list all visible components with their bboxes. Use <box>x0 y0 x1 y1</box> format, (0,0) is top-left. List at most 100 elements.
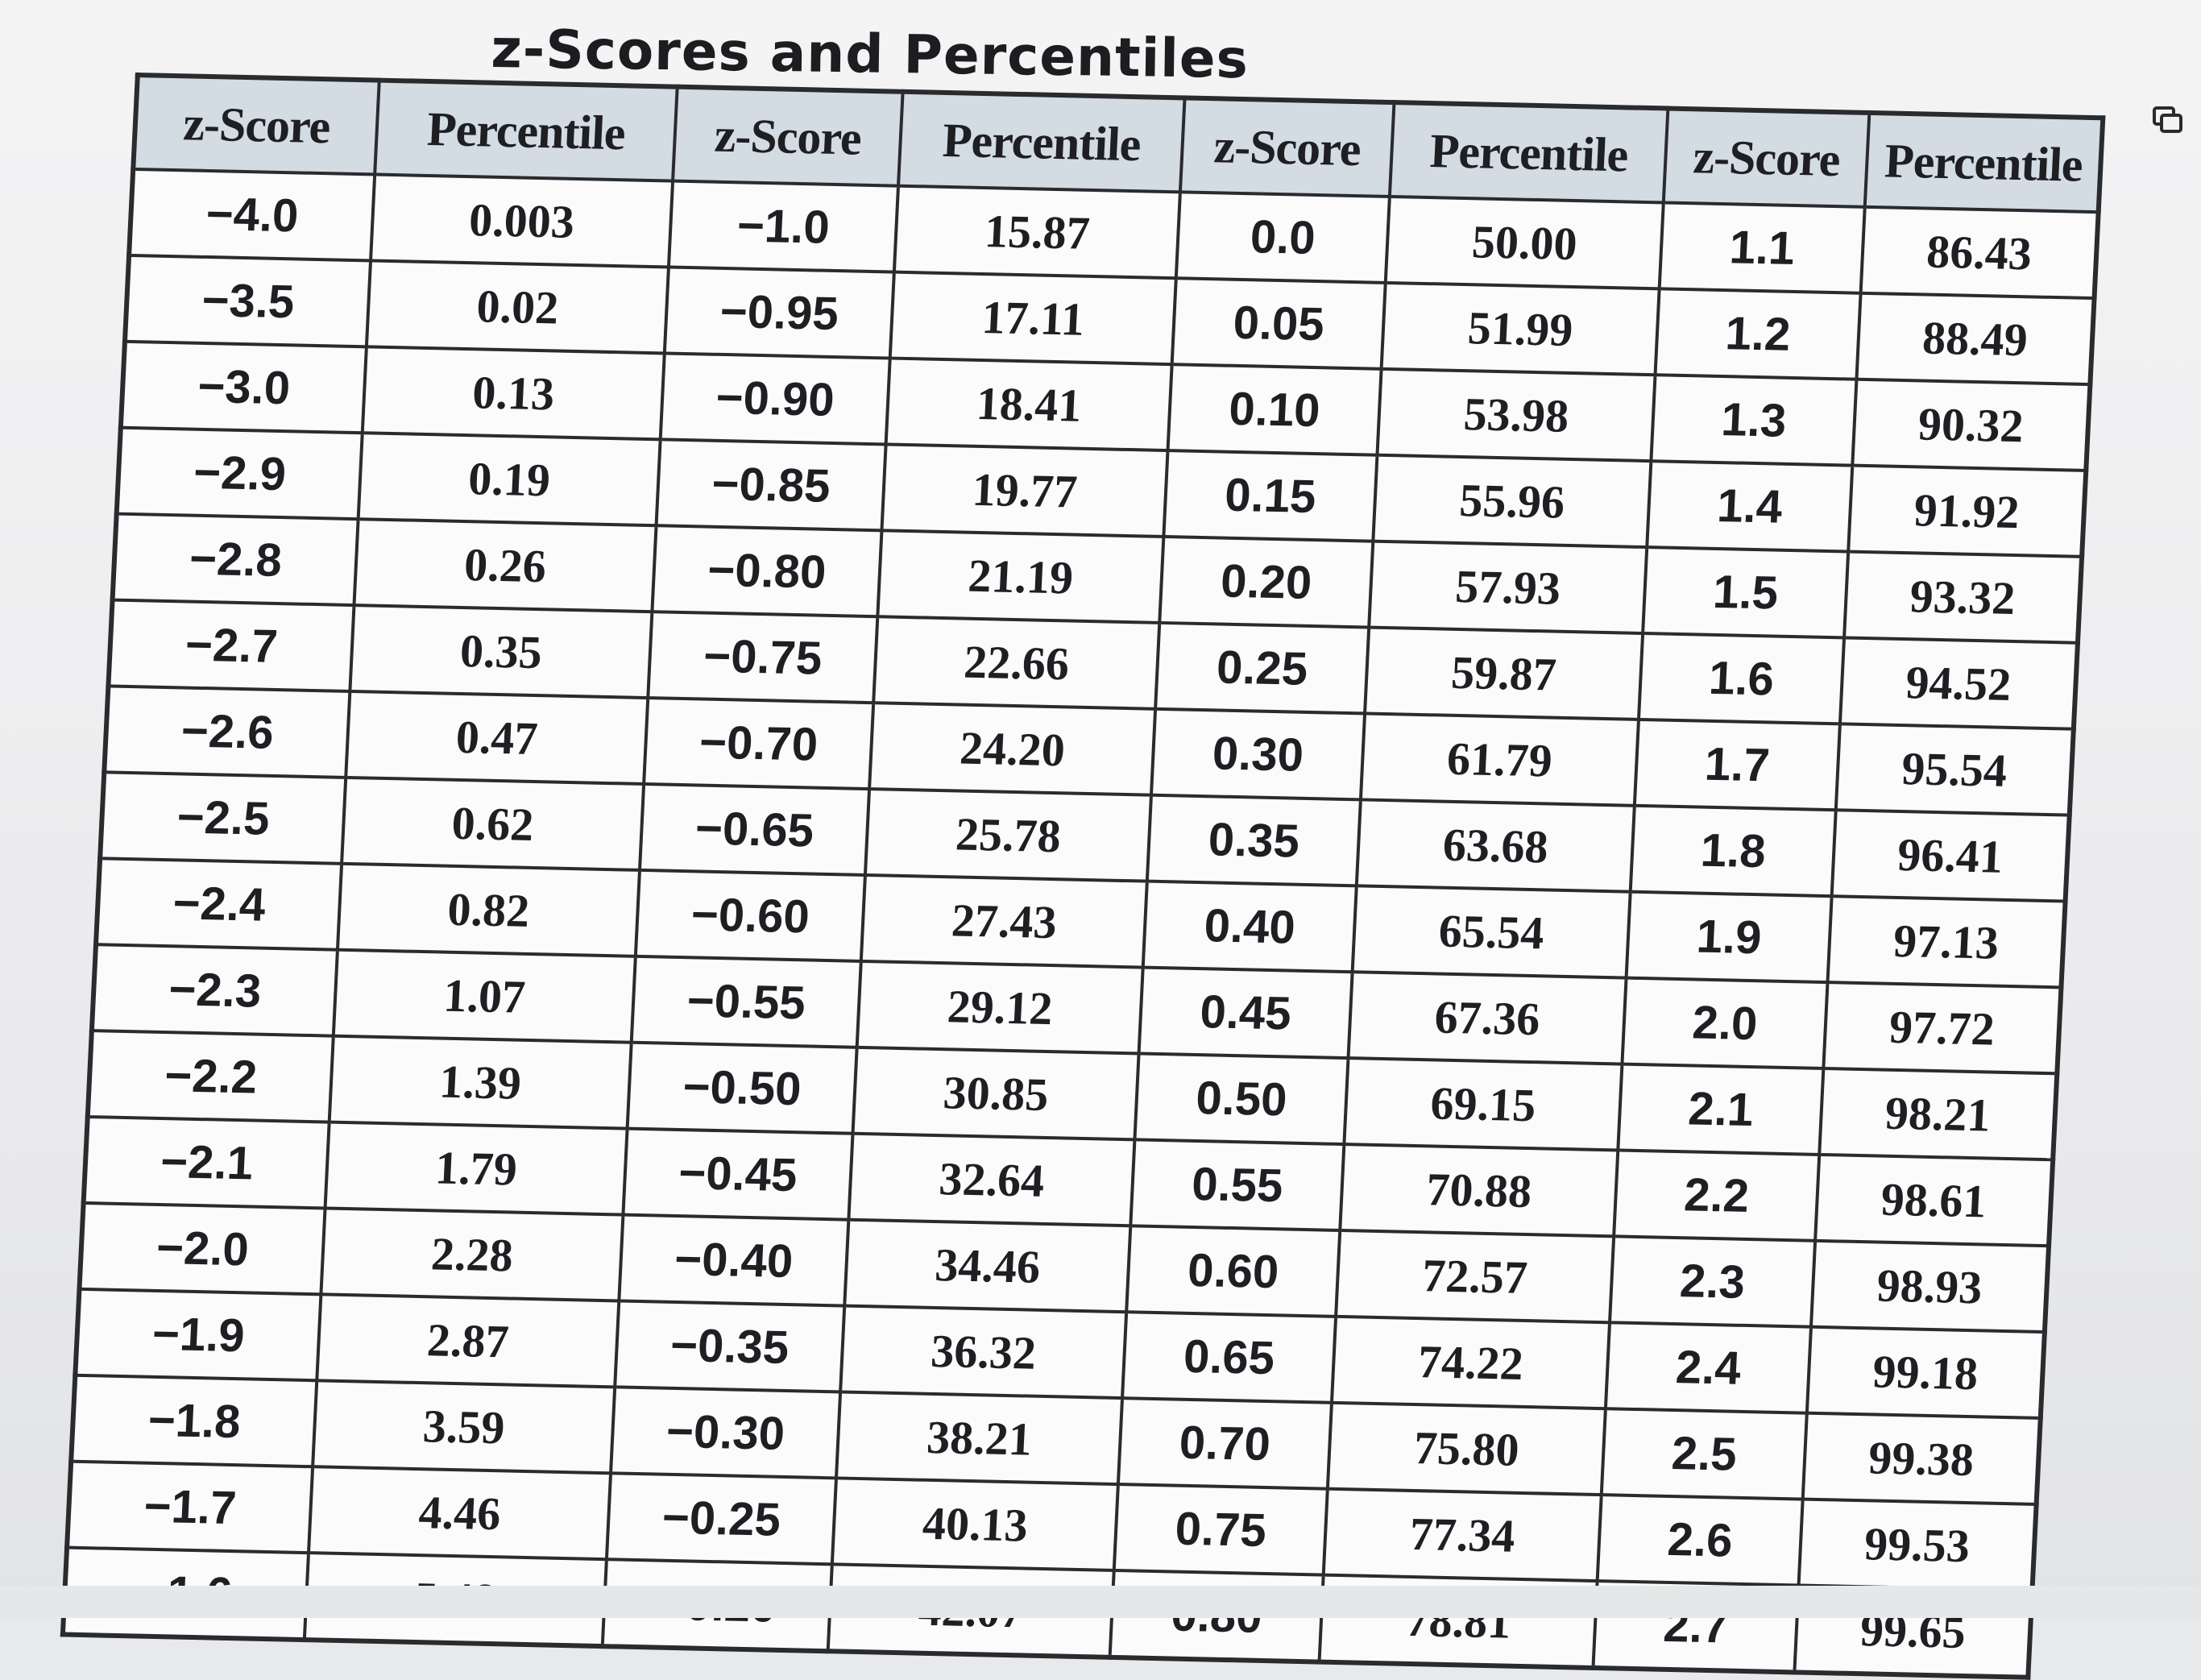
copy-icon[interactable] <box>2153 106 2183 134</box>
percentile-cell: 74.22 <box>1331 1316 1610 1409</box>
percentile-cell: 91.92 <box>1848 465 2087 557</box>
column-header: z-Score <box>1663 108 1870 207</box>
percentile-cell: 34.46 <box>844 1219 1131 1313</box>
percentile-cell: 36.32 <box>840 1305 1127 1399</box>
percentile-cell: 75.80 <box>1327 1402 1606 1495</box>
percentile-cell: 70.88 <box>1340 1144 1619 1237</box>
z-score-cell: −2.2 <box>87 1031 334 1122</box>
percentile-cell: 97.72 <box>1823 982 2062 1074</box>
percentile-cell: 1.07 <box>333 949 636 1043</box>
percentile-cell: 93.32 <box>1844 551 2083 643</box>
z-score-cell: 1.5 <box>1643 547 1849 638</box>
percentile-cell: 99.38 <box>1802 1412 2041 1504</box>
percentile-cell: 21.19 <box>877 530 1164 623</box>
table-title: z-Scores and Percentiles <box>490 18 1250 91</box>
percentile-cell: 50.00 <box>1385 196 1664 289</box>
z-score-cell: 0.75 <box>1113 1484 1328 1575</box>
z-score-cell: 2.6 <box>1597 1495 1803 1586</box>
percentile-cell: 15.87 <box>893 185 1180 279</box>
z-score-cell: −1.9 <box>75 1288 321 1381</box>
column-header: Percentile <box>1389 102 1668 203</box>
percentile-cell: 61.79 <box>1360 713 1639 806</box>
percentile-cell: 63.68 <box>1356 799 1635 892</box>
percentile-cell: 99.18 <box>1806 1326 2045 1418</box>
percentile-cell: 0.003 <box>371 174 674 268</box>
z-score-cell: −0.90 <box>660 353 890 445</box>
z-score-cell: 0.25 <box>1155 622 1370 714</box>
z-score-cell: 0.60 <box>1126 1226 1341 1317</box>
percentile-cell: 0.47 <box>346 691 649 784</box>
percentile-cell: 57.93 <box>1369 541 1648 633</box>
percentile-cell: 88.49 <box>1856 292 2095 385</box>
z-score-cell: −0.50 <box>627 1042 857 1134</box>
z-score-cell: 2.5 <box>1601 1408 1807 1500</box>
z-score-cell: 1.3 <box>1651 375 1857 466</box>
percentile-cell: 59.87 <box>1365 627 1643 720</box>
z-score-cell: 1.1 <box>1659 202 1865 293</box>
percentile-cell: 38.21 <box>835 1392 1123 1485</box>
z-score-cell: 0.15 <box>1163 450 1378 541</box>
column-header: Percentile <box>898 91 1185 193</box>
column-header: Percentile <box>1864 112 2104 213</box>
column-header: Percentile <box>375 80 678 181</box>
z-score-cell: 0.70 <box>1117 1398 1332 1489</box>
percentile-cell: 0.62 <box>342 777 645 870</box>
z-score-cell: 2.2 <box>1614 1150 1820 1241</box>
percentile-cell: 96.41 <box>1831 810 2070 902</box>
percentile-cell: 72.57 <box>1336 1230 1614 1323</box>
z-score-cell: −0.35 <box>615 1300 845 1392</box>
percentile-cell: 53.98 <box>1377 368 1656 462</box>
z-score-cell: 0.20 <box>1159 536 1374 628</box>
z-score-cell: −0.30 <box>611 1387 841 1479</box>
z-score-cell: −1.8 <box>71 1375 317 1467</box>
z-score-cell: −2.9 <box>116 427 363 520</box>
percentile-cell: 67.36 <box>1348 972 1627 1064</box>
percentile-cell: 29.12 <box>856 960 1143 1054</box>
z-score-cell: −0.55 <box>631 956 861 1047</box>
z-score-cell: 0.40 <box>1142 881 1357 973</box>
z-score-cell: −2.3 <box>91 944 338 1036</box>
percentile-cell: 97.13 <box>1827 896 2066 988</box>
column-header: z-Score <box>133 75 379 175</box>
percentile-cell: 98.61 <box>1815 1154 2054 1247</box>
z-score-cell: −0.95 <box>664 267 894 359</box>
percentile-cell: 30.85 <box>852 1047 1139 1140</box>
z-score-cell: 2.0 <box>1622 977 1828 1069</box>
percentile-cell: 98.21 <box>1819 1068 2058 1160</box>
z-score-cell: 0.55 <box>1130 1139 1345 1230</box>
z-score-percentile-table: z-Score Percentile z-Score Percentile z-… <box>60 73 2106 1680</box>
z-score-cell: 1.9 <box>1626 891 1832 983</box>
percentile-cell: 51.99 <box>1381 282 1660 375</box>
percentile-cell: 0.82 <box>337 863 640 956</box>
z-score-cell: 1.6 <box>1638 633 1845 724</box>
z-score-cell: −0.75 <box>648 612 878 703</box>
z-score-cell: −2.5 <box>100 772 346 864</box>
percentile-cell: 0.26 <box>354 519 657 612</box>
percentile-cell: 4.46 <box>309 1466 611 1560</box>
z-score-cell: 1.4 <box>1647 461 1853 552</box>
z-score-cell: −2.6 <box>104 686 350 778</box>
percentile-cell: 94.52 <box>1839 637 2078 729</box>
percentile-cell: 2.87 <box>317 1294 620 1388</box>
z-score-cell: 0.50 <box>1134 1053 1349 1145</box>
z-score-cell: −2.8 <box>112 513 359 606</box>
percentile-cell: 0.02 <box>366 260 669 354</box>
z-score-cell: −0.45 <box>623 1128 853 1220</box>
percentile-cell: 86.43 <box>1860 206 2099 299</box>
z-score-cell: −3.0 <box>120 341 367 433</box>
z-score-cell: −2.0 <box>79 1202 325 1295</box>
percentile-cell: 98.93 <box>1810 1240 2050 1333</box>
percentile-cell: 2.28 <box>321 1208 624 1301</box>
percentile-cell: 27.43 <box>860 874 1147 968</box>
z-score-cell: 2.3 <box>1610 1236 1816 1327</box>
z-score-cell: −3.5 <box>124 255 371 347</box>
percentile-cell: 18.41 <box>885 358 1172 451</box>
percentile-cell: 1.79 <box>325 1122 628 1215</box>
z-score-cell: −1.7 <box>67 1461 313 1553</box>
percentile-cell: 65.54 <box>1352 886 1631 978</box>
z-score-cell: −2.7 <box>108 599 354 691</box>
percentile-cell: 3.59 <box>313 1380 616 1474</box>
percentile-cell: 69.15 <box>1344 1058 1623 1151</box>
z-score-cell: −4.0 <box>129 168 375 261</box>
